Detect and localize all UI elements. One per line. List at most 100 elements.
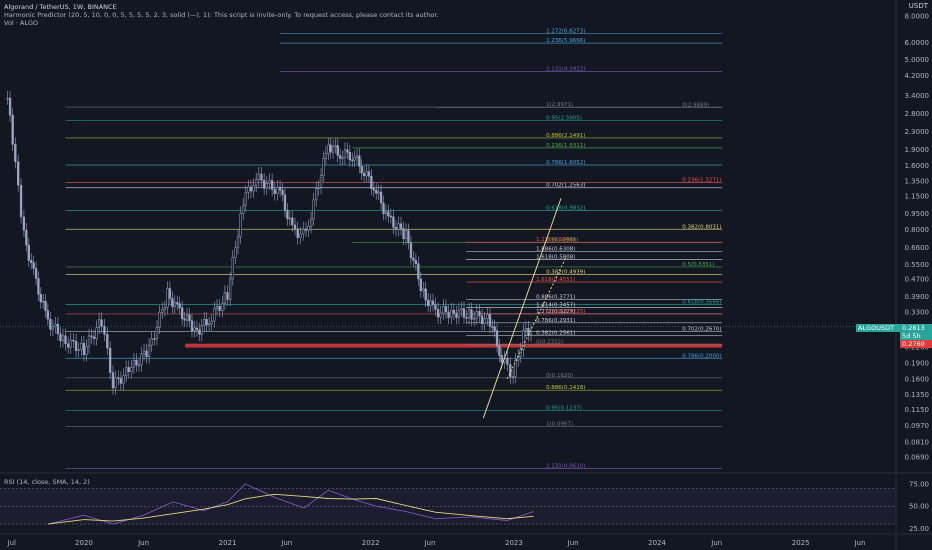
price-tick-label: 2.8000 bbox=[905, 110, 930, 118]
candle-body bbox=[355, 155, 359, 158]
candle-body bbox=[317, 187, 320, 189]
candle-body bbox=[188, 314, 191, 322]
candle-body bbox=[407, 230, 410, 243]
fib-level-label: 1(2.9971) bbox=[546, 102, 573, 108]
candle-body bbox=[384, 211, 388, 214]
candle-body bbox=[426, 299, 430, 306]
candle-body bbox=[39, 293, 42, 303]
price-tick-label: 8.0000 bbox=[905, 12, 930, 20]
candle-body bbox=[309, 218, 313, 227]
price-tick-label: 0.0690 bbox=[905, 454, 930, 462]
candle-body bbox=[455, 312, 458, 318]
candle-body bbox=[218, 305, 221, 311]
candle-body bbox=[286, 209, 289, 220]
candle-body bbox=[95, 327, 98, 339]
volume-title[interactable]: Vol · ALGO bbox=[4, 19, 39, 27]
time-tick-label: 2020 bbox=[75, 539, 93, 547]
candle-body bbox=[82, 342, 86, 355]
candle-body bbox=[30, 260, 33, 263]
candle-body bbox=[205, 319, 208, 326]
candle-body bbox=[114, 377, 117, 389]
price-tick-label: 0.1150 bbox=[905, 406, 930, 414]
candle-body bbox=[171, 298, 174, 307]
fib-level-label: 0.702(1.2563) bbox=[546, 183, 585, 189]
candle-body bbox=[429, 300, 432, 306]
candle-body bbox=[365, 171, 368, 177]
candle-body bbox=[14, 144, 17, 162]
price-tick-label: 6.0000 bbox=[905, 39, 930, 47]
fib-level-label: 0.95(2.5905) bbox=[546, 116, 582, 122]
candle-body bbox=[198, 329, 201, 335]
candle-body bbox=[203, 319, 206, 326]
candle-body bbox=[402, 228, 405, 239]
level-price-tag: 0.2760 bbox=[900, 340, 932, 348]
candle-body bbox=[442, 306, 445, 314]
price-tick-label: 0.3900 bbox=[905, 293, 930, 301]
candle-body bbox=[80, 342, 83, 350]
candle-body bbox=[17, 161, 20, 186]
candle-body bbox=[412, 257, 415, 261]
candle-body bbox=[341, 157, 344, 160]
price-tick-label: 0.5500 bbox=[905, 261, 930, 269]
candle-body bbox=[360, 166, 363, 174]
fib-level-label: 1.236(5.9666) bbox=[546, 38, 585, 44]
time-tick-label: 2023 bbox=[505, 539, 523, 547]
time-tick-label: 2021 bbox=[219, 539, 237, 547]
candle-body bbox=[483, 318, 486, 325]
candle-body bbox=[257, 173, 260, 181]
candle-body bbox=[34, 268, 38, 279]
candle-body bbox=[185, 314, 189, 321]
candle-body bbox=[207, 323, 211, 326]
candle-body bbox=[44, 300, 47, 311]
candle-body bbox=[338, 155, 342, 159]
candle-body bbox=[27, 244, 30, 261]
rsi-title[interactable]: RSI (14, close, SMA, 14, 2) bbox=[4, 478, 90, 486]
price-tick-label: 1.9000 bbox=[905, 146, 930, 154]
candle-body bbox=[215, 305, 219, 310]
price-tick-label: 0.1350 bbox=[905, 391, 930, 399]
candle-body bbox=[183, 318, 186, 321]
currency-label: USDT bbox=[908, 2, 928, 10]
fib-level-label: 0(0.1620) bbox=[546, 373, 573, 379]
fib-level-label: 1.272(0.3229) bbox=[536, 309, 575, 315]
candle-body bbox=[122, 375, 125, 384]
candle-body bbox=[436, 308, 440, 318]
price-tick-label: 0.6600 bbox=[905, 244, 930, 252]
candle-body bbox=[370, 175, 373, 189]
candle-body bbox=[234, 247, 237, 258]
price-tick-label: 2.3000 bbox=[905, 128, 930, 136]
candle-body bbox=[127, 367, 130, 372]
candle-body bbox=[242, 204, 245, 214]
candle-body bbox=[457, 309, 461, 318]
candle-body bbox=[397, 223, 400, 230]
candle-body bbox=[137, 364, 141, 367]
candle-body bbox=[226, 292, 229, 300]
candle-body bbox=[92, 336, 96, 339]
indicator-title[interactable]: Harmonic Predictor (20, 5, 10, 0, 0, 5, … bbox=[4, 11, 439, 19]
candle-body bbox=[346, 149, 349, 153]
candle-body bbox=[119, 378, 123, 384]
price-tick-label: 0.1600 bbox=[905, 375, 930, 383]
candle-body bbox=[296, 228, 299, 238]
candle-body bbox=[111, 372, 115, 389]
candle-body bbox=[85, 346, 88, 355]
candle-body bbox=[173, 302, 176, 307]
symbol-title: Algorand / TetherUS, 1W, BINANCE bbox=[4, 3, 117, 11]
candle-body bbox=[69, 339, 72, 348]
price-tick-label: 1.3500 bbox=[905, 178, 930, 186]
fib-level-label: 1.414(0.3457) bbox=[536, 302, 575, 308]
candle-body bbox=[108, 347, 112, 373]
candle-body bbox=[473, 317, 476, 320]
candle-body bbox=[351, 159, 354, 162]
candle-body bbox=[467, 309, 471, 318]
candle-body bbox=[495, 330, 499, 347]
candle-body bbox=[130, 366, 133, 372]
fib-level-label: 0.618(0.9832) bbox=[546, 205, 585, 211]
candle-body bbox=[223, 292, 227, 304]
fib-level-label: 0.236(0.3225) bbox=[546, 309, 585, 315]
candle-body bbox=[304, 228, 308, 231]
price-tick-label: 0.1900 bbox=[905, 360, 930, 368]
candle-body bbox=[22, 216, 26, 231]
projection-channel-line bbox=[506, 256, 567, 380]
